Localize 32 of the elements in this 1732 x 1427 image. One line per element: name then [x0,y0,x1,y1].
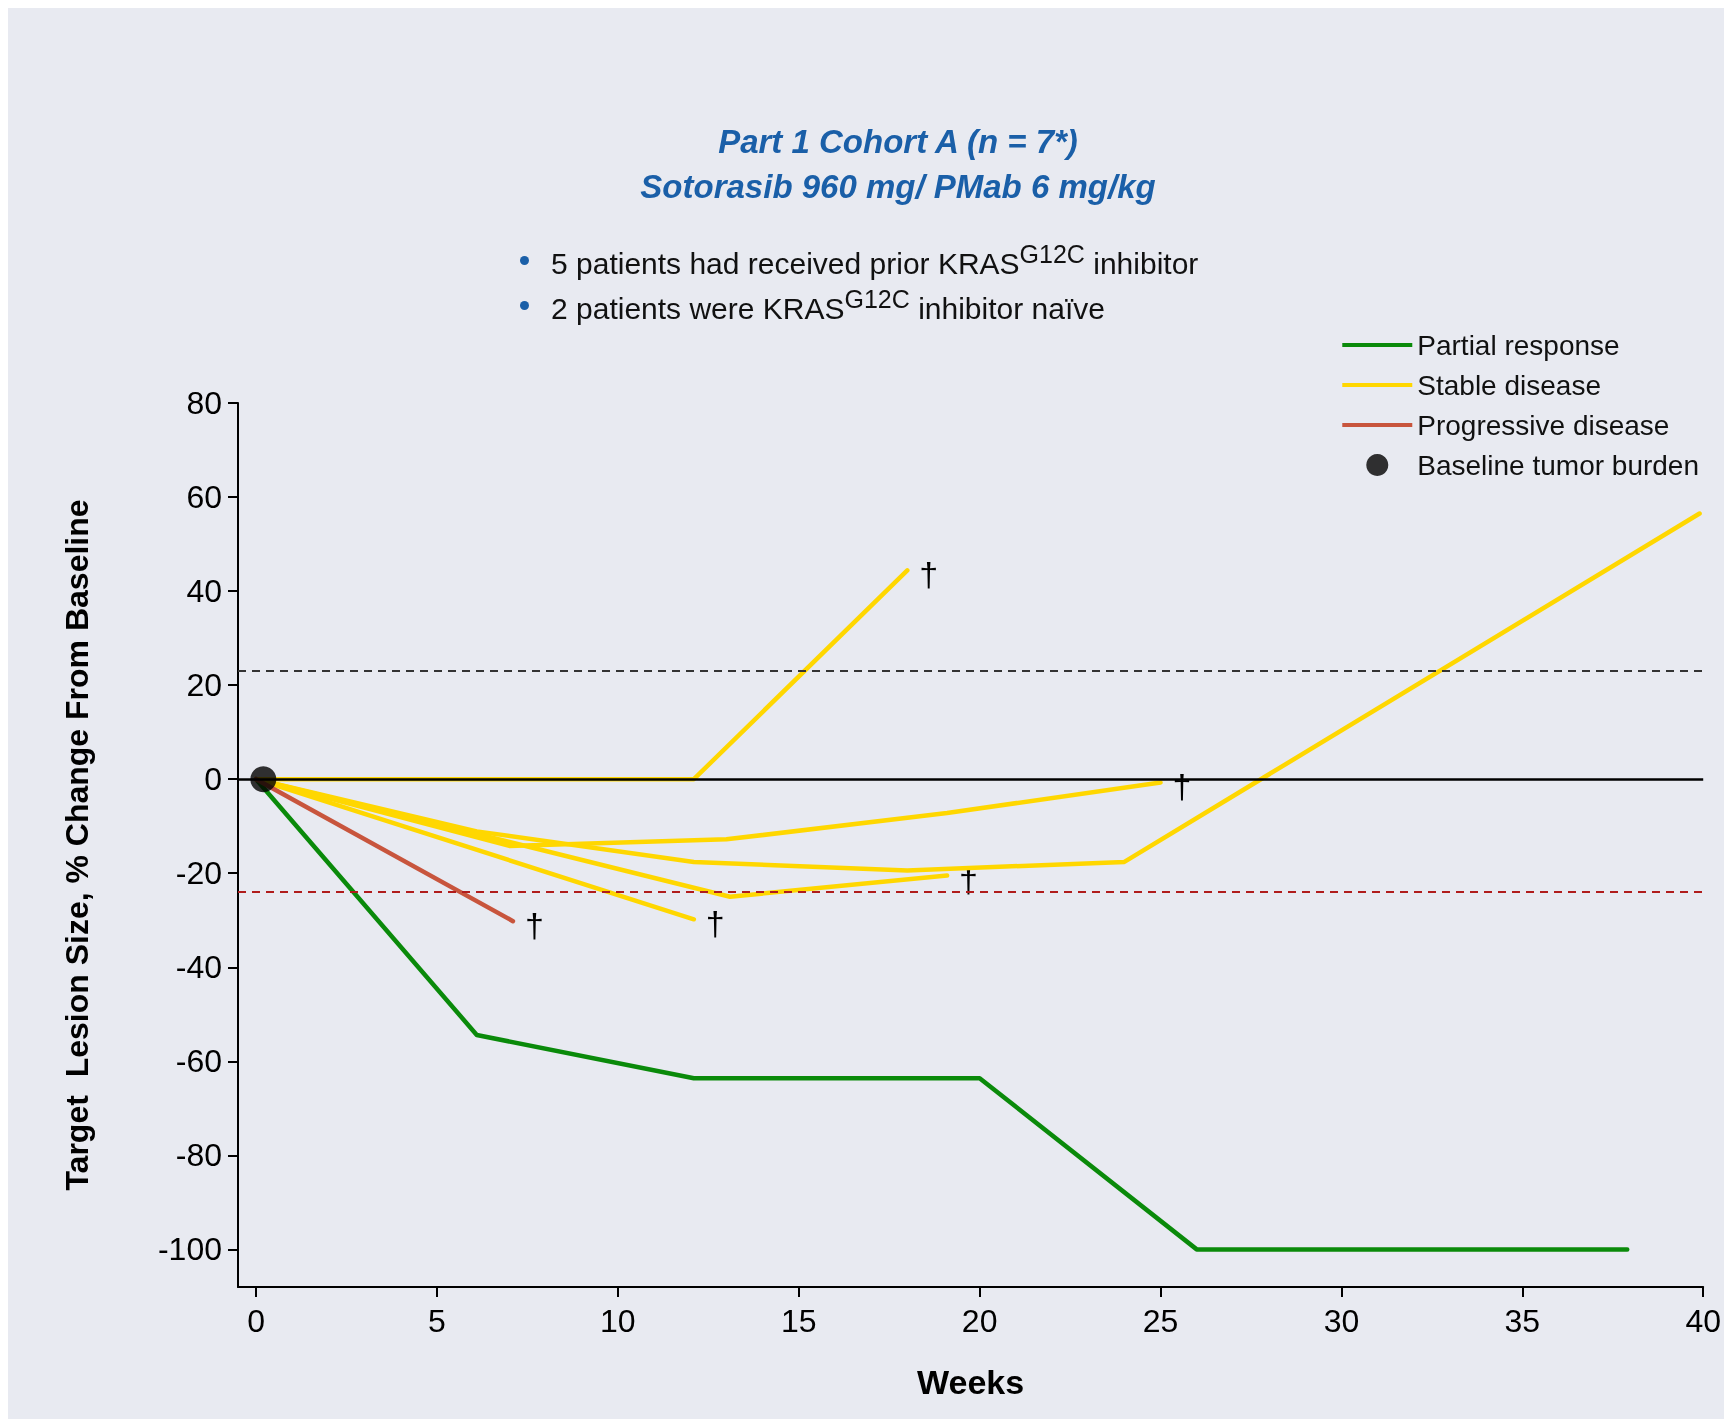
y-tick-label: -60 [175,1043,222,1080]
y-tick-label: 60 [186,479,222,516]
x-tick-label: 25 [1142,1303,1179,1339]
y-tick-label: -80 [175,1137,222,1174]
chart-title: Part 1 Cohort A (n = 7*) [718,123,1078,160]
chart-subtitle: Sotorasib 960 mg/ PMab 6 mg/kg [640,168,1156,205]
x-tick-label: 20 [961,1303,998,1339]
y-tick-label: 20 [186,667,222,704]
y-tick-label: -40 [175,949,222,986]
legend-label: Partial response [1417,329,1620,361]
x-tick-label: 15 [780,1303,817,1339]
y-tick-label: 80 [186,385,222,421]
x-tick-label: 40 [1685,1303,1721,1339]
annotation: † [919,555,939,594]
x-axis-title: Weeks [917,1363,1025,1401]
x-tick-label: 5 [428,1303,446,1339]
y-tick-label: 0 [204,761,222,798]
x-tick-label: 30 [1323,1303,1360,1339]
text: 5 patients had received prior KRAS$^{G12C}$ inhibitor [551,240,1199,281]
legend-label: Stable disease [1417,369,1601,401]
y-tick-label: -100 [157,1231,222,1268]
y-tick-label: -20 [175,855,222,892]
text: 2 patients were KRAS$^{G12C}$ inhibitor naïve [551,285,1105,326]
x-tick-label: 10 [600,1303,636,1339]
annotation: † [524,906,544,945]
legend-label: Progressive disease [1417,409,1670,441]
y-axis-title: Target Lesion Size, % Change From Baseline [59,499,95,1191]
x-tick-label: 0 [247,1303,265,1339]
x-tick-label: 35 [1504,1303,1541,1339]
legend-label: Baseline tumor burden [1417,449,1700,481]
annotation: † [705,904,725,943]
y-tick-label: 40 [186,573,222,610]
